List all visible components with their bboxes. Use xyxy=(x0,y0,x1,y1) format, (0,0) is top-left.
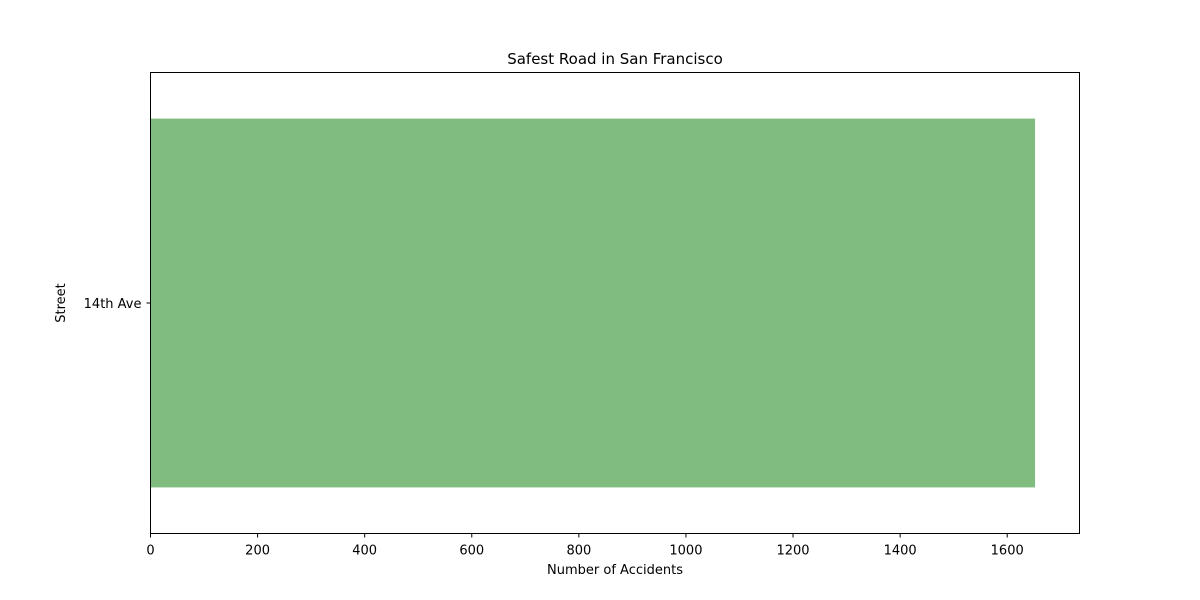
chart-title: Safest Road in San Francisco xyxy=(507,50,723,68)
x-tick-label: 0 xyxy=(146,544,154,559)
bar-14th-ave xyxy=(150,118,1036,488)
y-axis-ticks: 14th Ave xyxy=(84,297,151,312)
x-axis-label: Number of Accidents xyxy=(547,563,683,578)
x-tick-label: 1400 xyxy=(884,544,917,559)
bars-layer xyxy=(150,118,1036,488)
y-tick-label: 14th Ave xyxy=(84,297,142,312)
x-tick-label: 1200 xyxy=(776,544,809,559)
x-tick-label: 1000 xyxy=(669,544,702,559)
x-tick-label: 200 xyxy=(245,544,270,559)
x-tick-label: 1600 xyxy=(991,544,1024,559)
x-tick-label: 800 xyxy=(566,544,591,559)
x-tick-label: 400 xyxy=(352,544,377,559)
x-tick-label: 600 xyxy=(459,544,484,559)
x-axis-ticks: 0 200 400 600 800 1000 1200 1400 1600 xyxy=(146,533,1024,559)
y-axis-label: Street xyxy=(54,283,69,323)
